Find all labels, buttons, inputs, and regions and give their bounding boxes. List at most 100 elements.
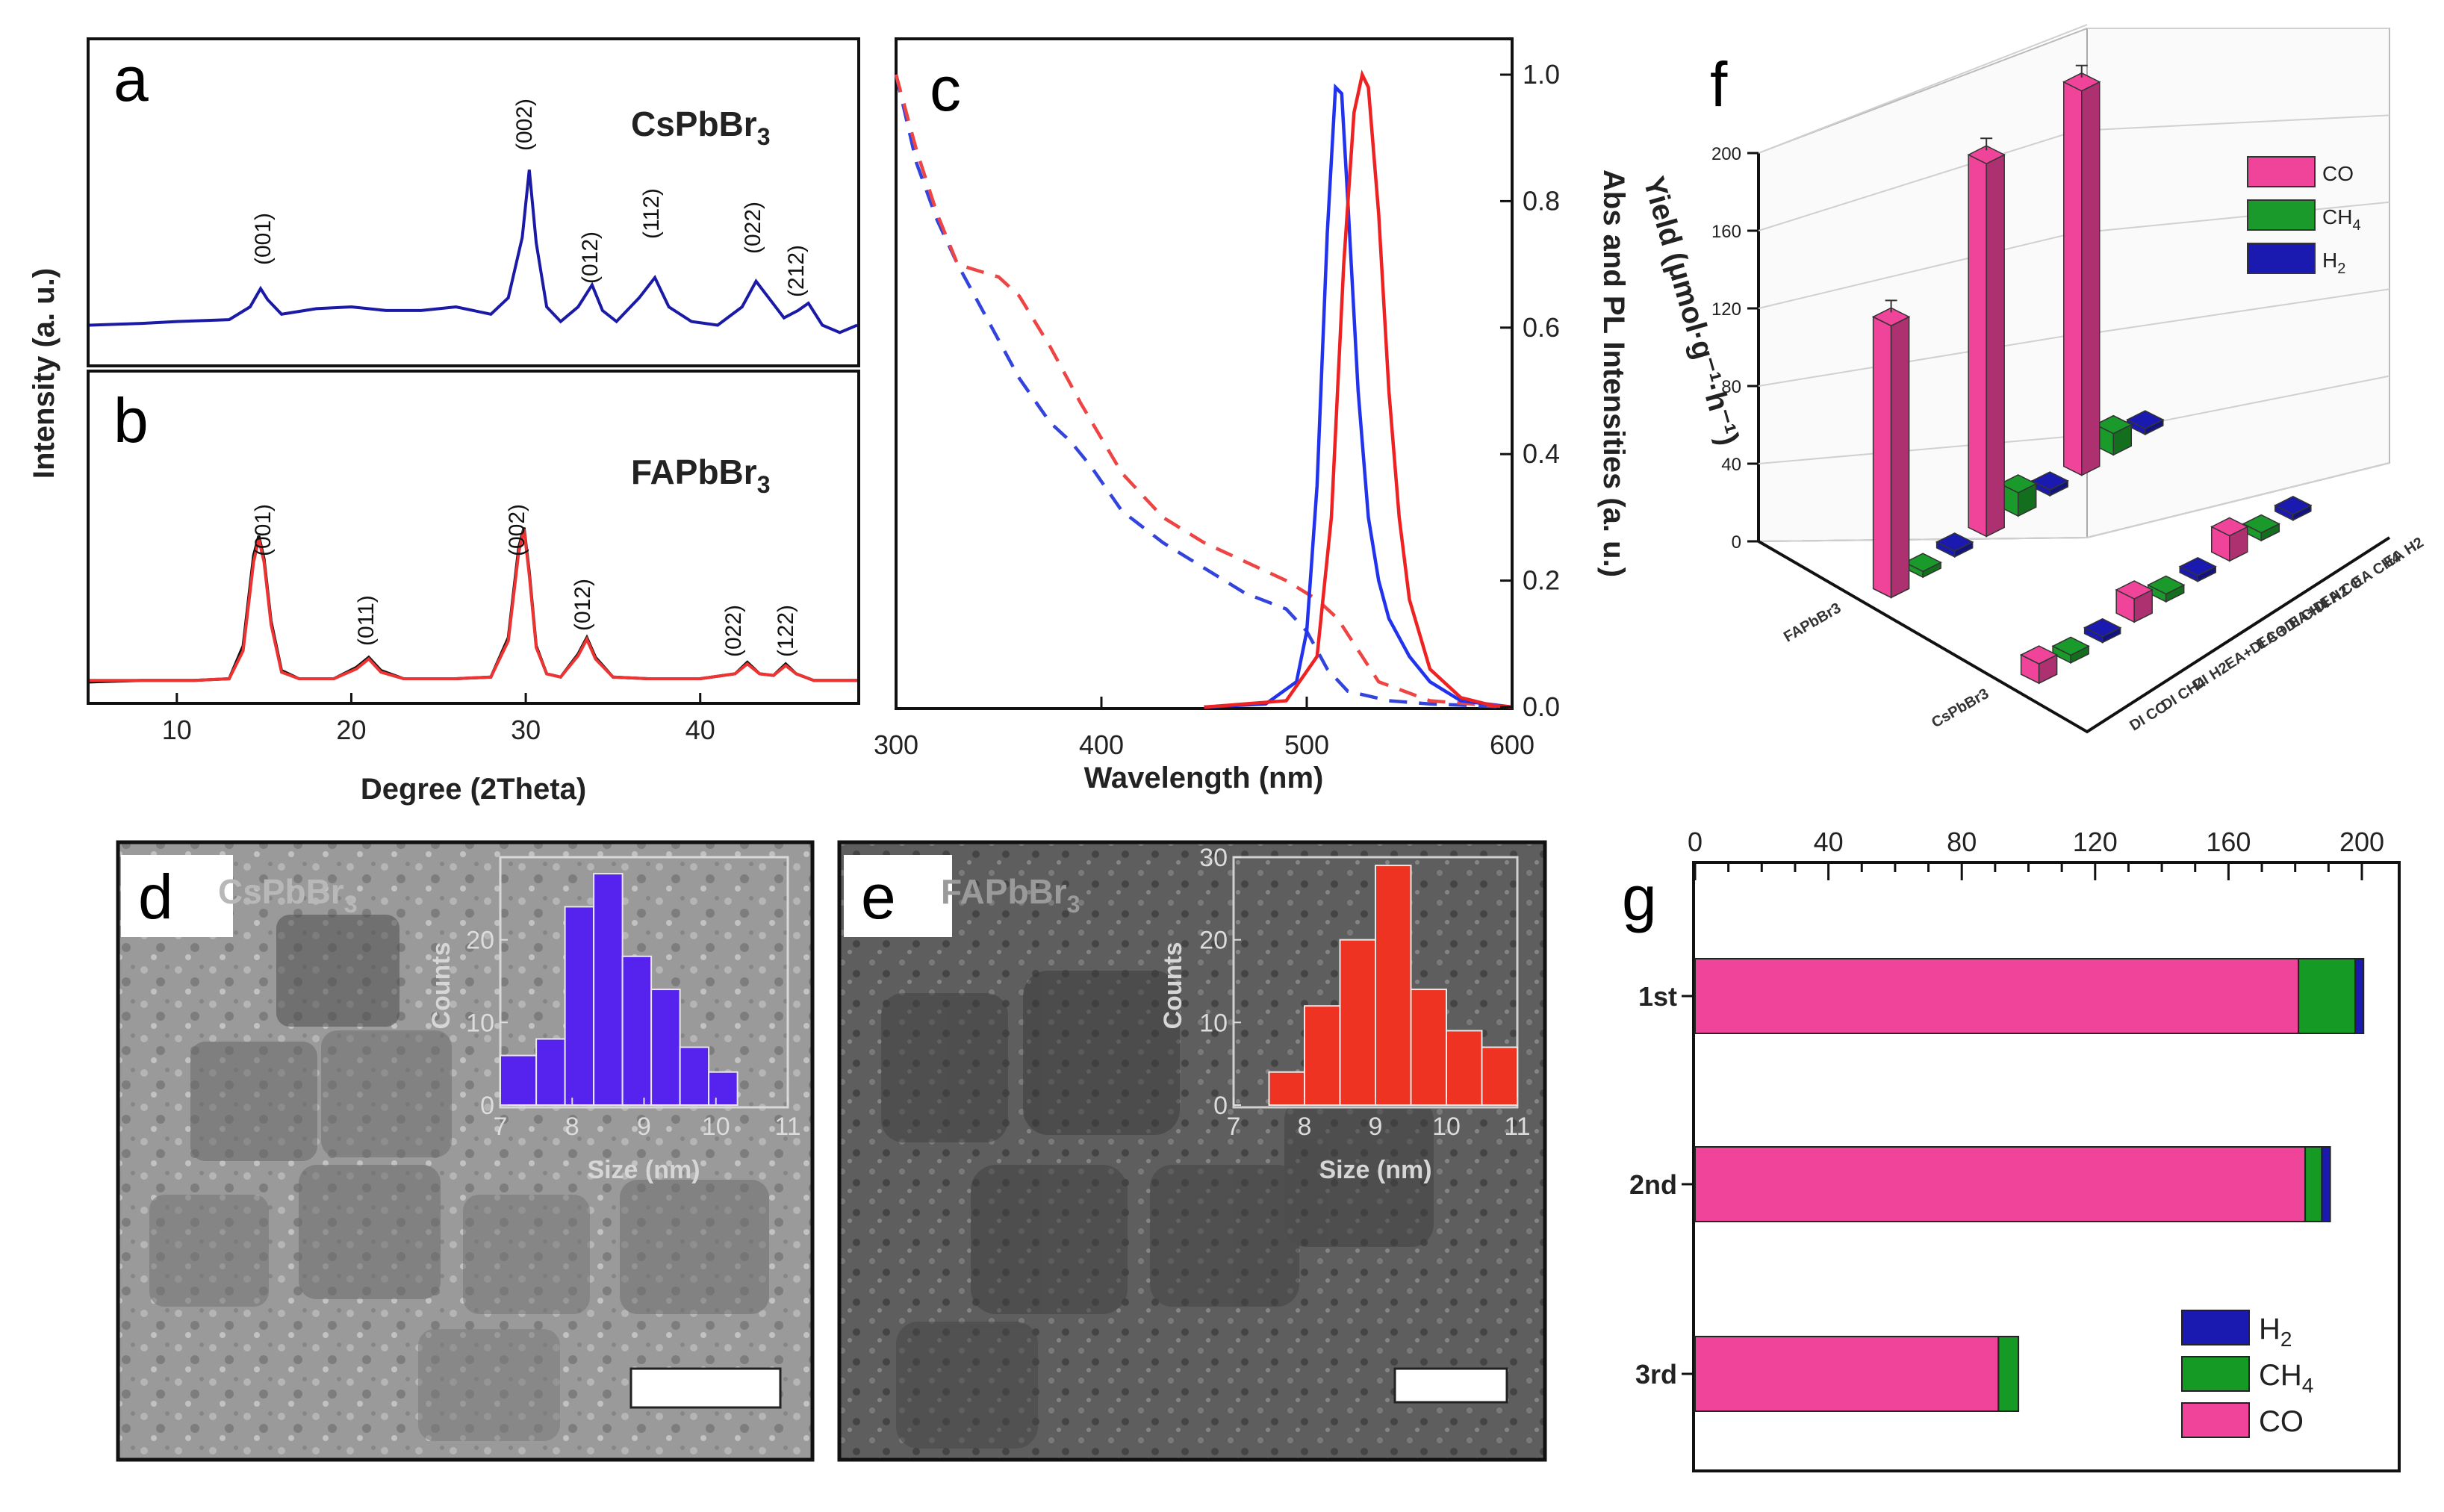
bar-top [1935, 532, 1974, 552]
series-line [1204, 83, 1513, 709]
histogram-bar [1410, 989, 1447, 1106]
bar-3d [1999, 474, 2038, 517]
bar-3d [2083, 617, 2122, 644]
bar-top [2210, 517, 2249, 537]
histogram-bar [500, 1054, 538, 1106]
z-tick-label: 80 [1721, 377, 1741, 397]
panel-c: c 300 400 500 600 0.0 0.2 0.4 0.6 0.8 1.0 Wavele… [874, 37, 1630, 794]
legend-label: H2 [2322, 249, 2345, 277]
panel-d-label-bg [121, 855, 233, 937]
x-tick-label: 9 [637, 1113, 651, 1141]
y-tick-label: 0.4 [1523, 438, 1560, 469]
histogram-bar [1481, 1046, 1518, 1106]
bar-3d [2126, 410, 2165, 436]
histogram-bar [1375, 865, 1412, 1106]
x-tick-label: 20 [336, 715, 366, 745]
bar-top [2178, 556, 2217, 576]
panel-b-series [89, 527, 857, 684]
bar-side [2081, 81, 2101, 476]
panel-d: d CsPbBr3 7 8 9 10 11 0 10 20 Size (nm) Counts [116, 840, 815, 1462]
panel-d-scale-bar [629, 1367, 782, 1409]
legend-label: CH4 [2322, 205, 2361, 234]
x-tick-label: 80 [1947, 827, 1977, 857]
x-tick-label: 8 [565, 1113, 579, 1141]
gridline [2086, 462, 2390, 538]
bar-3d [2051, 636, 2090, 665]
histogram-bar [708, 1071, 739, 1106]
z-tick-label: 40 [1721, 455, 1741, 475]
panel-e: e FAPbBr3 7 8 9 10 11 0 10 20 30 Size (nm) Count… [837, 840, 1547, 1462]
panel-f-bars [1871, 64, 2313, 685]
panel-label-d: d [138, 862, 173, 932]
bar-top [1967, 145, 2006, 165]
gridline [1758, 126, 2088, 231]
panel-f-z-ticks: 0 40 80 120 160 200 [1711, 144, 1759, 553]
stacked-bar-segment [2321, 1146, 2331, 1222]
peak-label: (212) [784, 245, 809, 297]
y-tick-label: 0.8 [1523, 185, 1560, 216]
y-tick-label: 0.0 [1523, 691, 1560, 722]
panel-label-b: b [114, 385, 149, 455]
stacked-bar-segment [1694, 1336, 2000, 1412]
bar-top [2094, 414, 2133, 435]
bar-3d [1935, 532, 1974, 558]
panel-f-floor-edges [1757, 536, 2391, 734]
x-tick-label: 11 [774, 1113, 800, 1141]
panel-d-hist-y-label: Counts [427, 942, 455, 1029]
series-line [894, 74, 1513, 709]
panel-ab-y-axis-label: Intensity (a. u.) [28, 268, 60, 479]
histogram-bar [679, 1046, 710, 1106]
y-tick-label: 0 [1213, 1092, 1228, 1120]
peak-label: (002) [512, 99, 537, 151]
category-label: 3rd [1635, 1359, 1677, 1390]
panel-g: g 0 40 80 120 160 200 1st 2nd 3rd H2 CH4 CO [1622, 827, 2401, 1472]
gridline [1758, 24, 2088, 154]
y-tick-label: 20 [466, 927, 494, 955]
panel-g-frame [1692, 861, 2401, 1472]
panel-e-nanocubes [881, 971, 1434, 1449]
bar-3d [2062, 64, 2101, 476]
histogram-bar [1446, 1030, 1483, 1107]
bar-3d [1871, 299, 1911, 599]
panel-a-series [89, 169, 858, 335]
bar-face [1968, 154, 1987, 538]
x-tick-label: 40 [685, 715, 715, 745]
x-tick-label: 120 [2073, 827, 2118, 857]
bar-top [2115, 580, 2154, 600]
gridline [1758, 228, 2088, 309]
bar-top [2051, 636, 2090, 656]
category-label: 1st [1638, 981, 1677, 1012]
histogram-bar [593, 873, 624, 1106]
panel-b-x-ticks: 10 20 30 40 [162, 693, 715, 745]
histogram-bar [535, 1038, 566, 1107]
bar-face [2063, 81, 2083, 476]
panel-f-legend: CO CH4 H2 [2247, 156, 2361, 277]
histogram-bar [1339, 939, 1376, 1106]
panel-label-a: a [114, 44, 149, 114]
panel-a-peak-labels: (001) (002) (012) (112) (022) (212) [251, 99, 809, 297]
y-tick-label: 0.6 [1523, 312, 1560, 343]
row-label: FAPbBr3 [1781, 600, 1844, 645]
bar-top [2274, 496, 2313, 515]
legend-label: H2 [2259, 1313, 2292, 1351]
panel-c-series [894, 69, 1513, 709]
legend-swatch [2247, 156, 2316, 187]
stacked-bar-segment [1997, 1336, 2020, 1412]
peak-label: (022) [721, 605, 746, 657]
legend-swatch [2247, 243, 2316, 274]
histogram-bar [1268, 1071, 1305, 1106]
bar-top [2147, 575, 2186, 595]
peak-label: (001) [251, 504, 276, 556]
bar-3d [2210, 517, 2249, 562]
y-tick-label: 30 [1199, 844, 1228, 872]
bar-3d [2019, 645, 2059, 685]
peak-label: (001) [251, 213, 276, 265]
bar-3d [2178, 556, 2217, 582]
series-line [90, 529, 857, 682]
histogram-bar [650, 989, 681, 1106]
gridline [2086, 201, 2390, 233]
panel-label-f: f [1710, 49, 1728, 119]
